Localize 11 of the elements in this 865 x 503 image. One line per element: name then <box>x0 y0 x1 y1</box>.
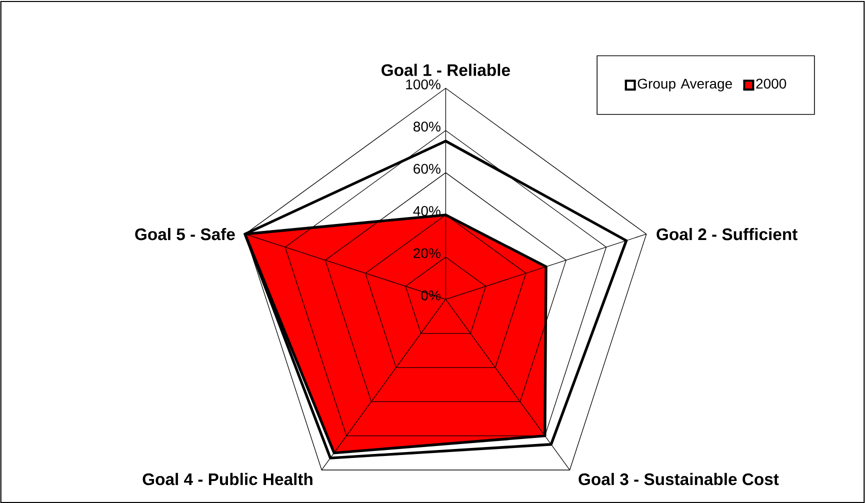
spoke-label: Goal 4 - Public Health <box>142 472 312 486</box>
legend-label: Group Average <box>638 78 732 92</box>
legend-label: 2000 <box>756 78 786 89</box>
spoke-label: Goal 2 - Sufficient <box>656 228 798 240</box>
y-tick-label: 20% <box>414 248 440 258</box>
spoke-label: Goal 5 - Safe <box>135 228 235 240</box>
y-tick-label: 60% <box>414 164 440 174</box>
spoke-label: Goal 3 - Sustainable Cost <box>578 472 779 486</box>
y-tick-label: 100% <box>406 79 440 90</box>
spoke-label: Goal 1 - Reliable <box>382 64 510 76</box>
y-tick-label: 80% <box>414 122 440 132</box>
